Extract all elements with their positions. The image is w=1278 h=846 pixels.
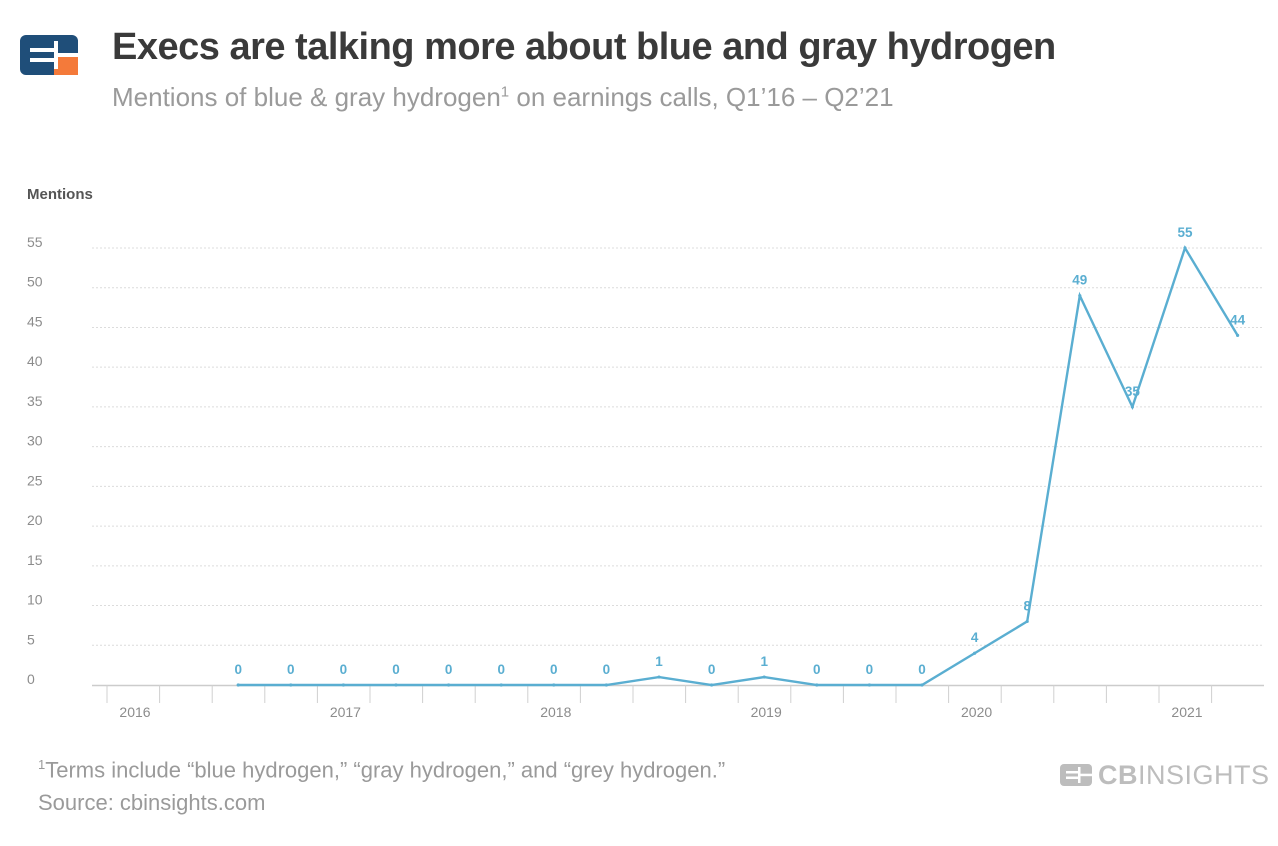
data-label: 0 bbox=[708, 662, 716, 677]
data-point bbox=[1183, 246, 1187, 250]
data-point bbox=[815, 683, 819, 687]
data-label: 0 bbox=[392, 662, 400, 677]
data-label: 1 bbox=[760, 654, 768, 669]
data-point bbox=[604, 683, 609, 687]
footnote-text: Terms include “blue hydrogen,” “gray hyd… bbox=[45, 757, 726, 783]
data-point bbox=[657, 675, 661, 679]
data-point bbox=[920, 683, 924, 687]
data-point bbox=[1130, 405, 1134, 409]
data-label: 0 bbox=[813, 662, 821, 677]
y-tick-label: 15 bbox=[27, 552, 43, 568]
data-label: 0 bbox=[603, 662, 611, 677]
y-tick-label: 30 bbox=[27, 433, 43, 449]
data-point bbox=[1025, 619, 1029, 624]
y-tick-label: 40 bbox=[27, 353, 43, 369]
data-label: 0 bbox=[866, 662, 874, 677]
data-label: 8 bbox=[1023, 598, 1031, 613]
data-label: 0 bbox=[550, 662, 558, 677]
data-label: 0 bbox=[234, 662, 242, 677]
data-label: 4 bbox=[971, 630, 979, 645]
data-point bbox=[1078, 294, 1082, 298]
brand-rest-text: INSIGHTS bbox=[1138, 759, 1270, 790]
brand-bold-text: CB bbox=[1098, 759, 1138, 790]
data-label: 0 bbox=[340, 662, 348, 677]
data-point bbox=[289, 683, 293, 687]
x-tick-label: 2016 bbox=[119, 704, 150, 720]
x-tick-label: 2018 bbox=[540, 704, 571, 720]
data-point bbox=[447, 683, 451, 687]
data-point bbox=[552, 683, 556, 687]
x-tick-label: 2021 bbox=[1171, 704, 1202, 720]
x-tick-label: 2020 bbox=[961, 704, 992, 720]
y-tick-label: 20 bbox=[27, 512, 43, 528]
cb-insights-logo bbox=[20, 35, 78, 75]
series-line bbox=[238, 245, 1239, 687]
y-tick-label: 5 bbox=[27, 631, 35, 647]
data-point bbox=[394, 683, 398, 687]
footnote-marker: 1 bbox=[38, 757, 46, 772]
subtitle-text: Mentions of blue & gray hydrogen bbox=[112, 82, 501, 112]
y-tick-label: 35 bbox=[27, 393, 43, 409]
data-point bbox=[499, 683, 503, 687]
data-label: 49 bbox=[1072, 273, 1087, 288]
chart-subtitle: Mentions of blue & gray hydrogen1 on ear… bbox=[112, 82, 894, 113]
data-label: 35 bbox=[1125, 384, 1141, 399]
data-label: 44 bbox=[1230, 312, 1246, 327]
data-label: 0 bbox=[497, 662, 505, 677]
subtitle-text-rest: on earnings calls, Q1’16 – Q2’21 bbox=[509, 82, 894, 112]
data-point bbox=[710, 683, 714, 687]
subtitle-footnote-marker: 1 bbox=[500, 83, 510, 101]
cb-insights-wordmark: CBINSIGHTS bbox=[1060, 760, 1270, 790]
chart-title: Execs are talking more about blue and gr… bbox=[112, 26, 1056, 68]
y-axis-title: Mentions bbox=[27, 186, 93, 203]
y-tick-label: 0 bbox=[27, 671, 35, 687]
y-tick-label: 45 bbox=[27, 313, 43, 329]
y-tick-label: 55 bbox=[27, 234, 43, 250]
data-label: 0 bbox=[445, 662, 453, 677]
cb-insights-mark-icon bbox=[1060, 764, 1092, 786]
y-tick-label: 50 bbox=[27, 274, 43, 290]
data-label: 55 bbox=[1177, 225, 1193, 240]
x-tick-label: 2019 bbox=[751, 704, 782, 720]
y-tick-label: 10 bbox=[27, 592, 43, 608]
source-note: Source: cbinsights.com bbox=[38, 790, 266, 815]
data-label: 1 bbox=[655, 654, 663, 669]
footnote: 1Terms include “blue hydrogen,” “gray hy… bbox=[38, 757, 725, 783]
y-tick-label: 25 bbox=[27, 472, 43, 488]
data-label: 0 bbox=[918, 662, 926, 677]
x-tick-label: 2017 bbox=[330, 704, 361, 720]
data-point bbox=[341, 683, 345, 687]
data-point bbox=[236, 683, 240, 687]
data-point bbox=[1236, 333, 1240, 337]
data-point bbox=[867, 683, 872, 687]
data-label: 0 bbox=[287, 662, 295, 677]
data-point bbox=[762, 675, 766, 679]
data-point bbox=[973, 651, 977, 655]
